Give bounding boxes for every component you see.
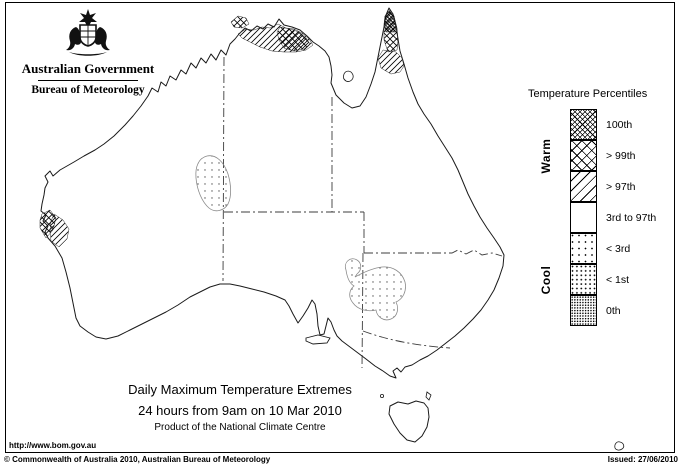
government-title: Australian Government [21, 61, 155, 76]
legend-cool-label: Cool [539, 265, 553, 295]
swatch-dots-sparse [570, 232, 597, 264]
legend-item-gt97th: > 97th [570, 170, 678, 202]
swatch-dots-medium [570, 263, 597, 295]
bom-url: http://www.bom.gov.au [9, 441, 97, 450]
macquarie-island [614, 441, 625, 451]
issued-date: Issued: 27/06/2010 [607, 455, 678, 464]
groote-eylandt [343, 70, 354, 82]
swatch-plain [570, 201, 597, 233]
legend-item-0th: 0th [570, 294, 678, 326]
coat-of-arms-icon [66, 9, 110, 56]
map-subtitle-period: 24 hours from 9am on 10 Mar 2010 [138, 403, 342, 418]
swatch-crosshatch [570, 139, 597, 171]
swatch-crosshatch-dense [570, 108, 597, 140]
swatch-diagonal-lines [570, 170, 597, 202]
map-title: Daily Maximum Temperature Extremes [128, 382, 352, 397]
legend-title: Temperature Percentiles [528, 88, 648, 100]
legend-item-gt99th: > 99th [570, 139, 678, 171]
kangaroo-island [305, 334, 331, 345]
legend-item-lt1st: < 1st [570, 263, 678, 295]
region-cape-york-97th [377, 49, 405, 75]
bom-header: Australian Government Bureau of Meteorol… [8, 8, 168, 96]
legend-item-100th: 100th [570, 108, 678, 140]
bureau-title: Bureau of Meteorology [31, 84, 145, 96]
legend-item-lt3rd: < 3rd [570, 232, 678, 264]
legend-column: Warm Cool 100th > 99th > 97th 3rd to 97t… [539, 108, 678, 326]
tasmania-coastline [388, 400, 430, 443]
map-subtitle-product: Product of the National Climate Centre [154, 422, 326, 433]
region-sa-nsw-cool-3rd [344, 258, 406, 321]
region-tiwi-islands-99th [230, 15, 250, 29]
region-central-wa-cool-3rd [195, 155, 232, 212]
percentile-legend: Temperature Percentiles Warm Cool 100th … [528, 88, 678, 326]
copyright-notice: © Commonwealth of Australia 2010, Austra… [4, 455, 271, 464]
state-borders [222, 56, 503, 369]
region-nt-top-end-99th [276, 26, 311, 52]
swatch-dots-dense [570, 294, 597, 326]
legend-warm-label: Warm [539, 138, 553, 174]
king-island [379, 393, 384, 398]
map-title-block: Daily Maximum Temperature Extremes 24 ho… [95, 382, 385, 433]
flinders-island [425, 391, 432, 401]
region-west-coast-97th [49, 213, 70, 248]
legend-item-3rd-to-97th: 3rd to 97th [570, 201, 678, 233]
header-divider [38, 80, 138, 81]
region-cape-york-100th [383, 9, 397, 33]
